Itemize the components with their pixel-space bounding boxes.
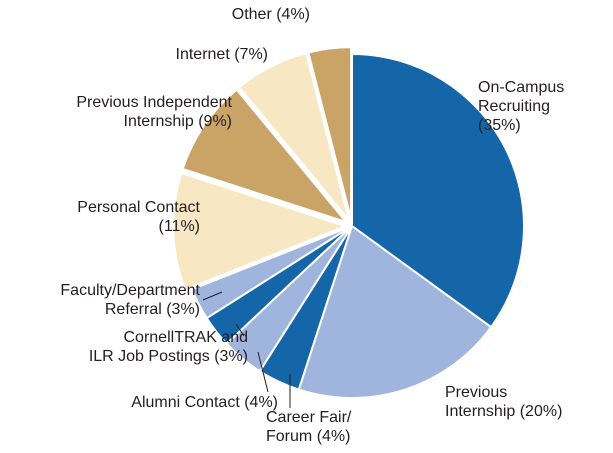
pie-slice (237, 52, 350, 221)
pie-slice (351, 52, 525, 329)
category-label: On-Campus Recruiting (478, 79, 565, 115)
pie-slice (307, 46, 353, 220)
value-label: (9%) (198, 113, 232, 130)
slice-label: Previous Internship (20%) (445, 383, 562, 421)
category-label: Other (231, 6, 272, 23)
category-label: Faculty/Department Referral (60, 282, 200, 318)
value-label: (35%) (478, 117, 521, 134)
value-label: (4%) (244, 394, 278, 411)
category-label: Alumni Contact (131, 394, 240, 411)
slice-label: Internet (7%) (176, 45, 269, 64)
value-label: (20%) (519, 403, 563, 420)
leader-lines (202, 291, 291, 408)
category-label: Personal Contact (77, 199, 200, 216)
leader-line (235, 323, 245, 337)
leader-line (202, 291, 223, 301)
category-label: CornellTRAK and ILR Job Postings (88, 329, 248, 365)
slice-label: Previous Independent Internship (9%) (76, 93, 232, 131)
leader-line (257, 351, 269, 393)
value-label: (4%) (316, 428, 351, 445)
value-label: (7%) (234, 46, 268, 63)
slice-label: Personal Contact (11%) (77, 198, 200, 236)
category-label: Career Fair/ Forum (266, 409, 352, 445)
value-label: (11%) (158, 218, 201, 235)
value-label: (3%) (166, 301, 200, 318)
slice-label: On-Campus Recruiting (35%) (478, 78, 564, 135)
pie-slice (172, 171, 349, 291)
value-label: (3%) (214, 348, 248, 365)
slice-label: Alumni Contact (4%) (131, 393, 278, 412)
value-label: (4%) (276, 6, 310, 23)
pie-slice (181, 88, 350, 225)
slice-label: Faculty/Department Referral (3%) (60, 281, 200, 319)
slice-label: CornellTRAK and ILR Job Postings (3%) (89, 328, 248, 366)
category-label: Previous Independent Internship (76, 94, 232, 130)
pie-slice (297, 224, 493, 399)
category-label: Internet (175, 46, 230, 63)
category-label: Previous Internship (445, 384, 516, 420)
slice-label: Other (4%) (232, 5, 310, 24)
slice-label: Career Fair/ Forum (4%) (266, 408, 351, 446)
